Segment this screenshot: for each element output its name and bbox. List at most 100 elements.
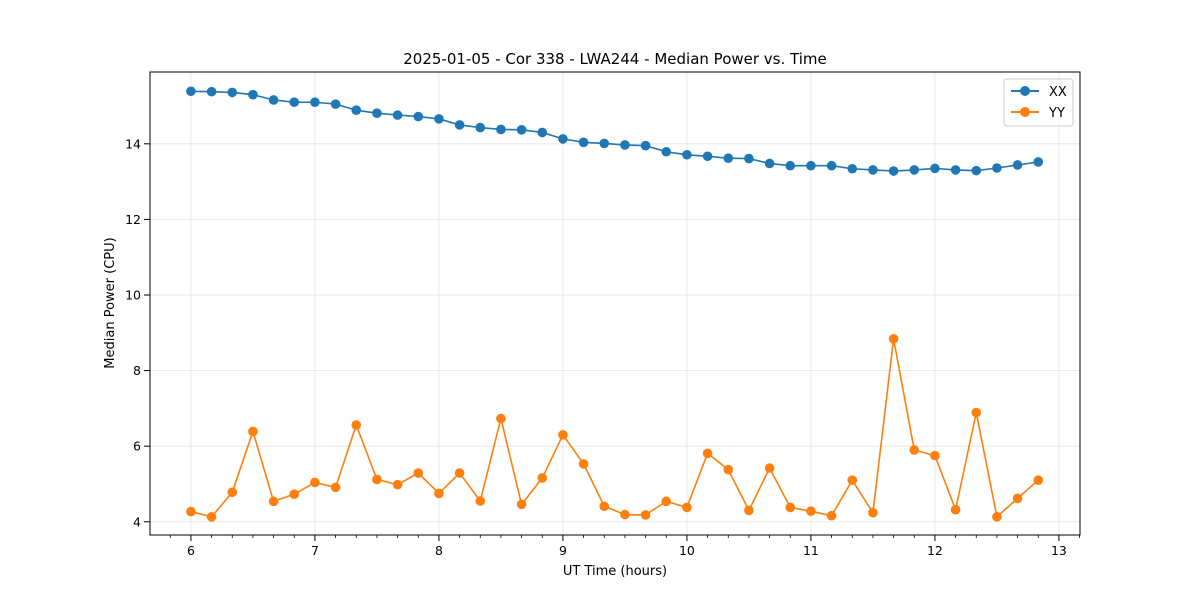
data-point-xx — [744, 153, 754, 164]
axes: 6 7 8 9 10 11 12 13 4 6 8 10 12 14 — [125, 136, 1080, 558]
data-point-xx — [868, 165, 878, 175]
data-point-xx — [702, 151, 713, 162]
x-tick-label: 8 — [435, 543, 443, 558]
y-tick-label: 6 — [133, 439, 141, 454]
data-point-xx — [971, 165, 982, 176]
data-point-yy — [847, 475, 858, 485]
series-layer — [186, 86, 1044, 522]
data-point-xx — [558, 134, 568, 144]
data-point-xx — [909, 165, 920, 175]
legend-label-yy: YY — [1048, 106, 1065, 121]
data-point-yy — [640, 510, 651, 520]
legend: XX YY — [1003, 78, 1074, 127]
data-point-xx — [454, 120, 465, 130]
data-point-xx — [1033, 157, 1044, 167]
data-point-xx — [516, 125, 527, 135]
x-tick-label: 13 — [1051, 543, 1067, 558]
data-point-yy — [909, 445, 920, 455]
data-point-yy — [661, 496, 672, 507]
data-point-yy — [516, 499, 527, 510]
data-point-yy — [930, 450, 940, 461]
data-point-yy — [785, 502, 796, 513]
data-point-xx — [248, 89, 258, 100]
legend-label-xx: XX — [1049, 85, 1067, 100]
data-point-yy — [599, 501, 610, 512]
data-point-yy — [1012, 493, 1023, 504]
data-point-yy — [806, 506, 816, 516]
data-point-xx — [640, 140, 651, 151]
data-point-xx — [785, 160, 796, 171]
chart-title: 2025-01-05 - Cor 338 - LWA244 - Median P… — [403, 50, 827, 68]
data-point-yy — [206, 512, 217, 522]
data-point-yy — [434, 488, 444, 499]
data-point-xx — [992, 163, 1002, 173]
data-point-xx — [950, 165, 961, 175]
data-point-yy — [578, 459, 589, 469]
data-point-xx — [330, 99, 341, 109]
x-tick-label: 12 — [927, 543, 943, 558]
data-point-yy — [537, 473, 548, 483]
y-tick-label: 12 — [125, 212, 141, 227]
data-point-yy — [392, 479, 403, 490]
x-tick-label: 11 — [803, 543, 819, 558]
data-point-xx — [826, 160, 837, 171]
data-point-yy — [268, 496, 279, 507]
data-point-yy — [372, 474, 382, 485]
data-point-xx — [599, 138, 610, 149]
data-point-yy — [744, 505, 754, 516]
x-tick-label: 10 — [679, 543, 695, 558]
data-point-yy — [702, 448, 713, 459]
data-point-yy — [289, 489, 300, 499]
data-point-yy — [186, 506, 196, 517]
data-point-yy — [950, 504, 961, 515]
data-point-yy — [1033, 475, 1044, 485]
data-point-yy — [330, 482, 341, 493]
data-point-yy — [682, 502, 692, 513]
data-point-xx — [413, 111, 424, 122]
data-point-xx — [392, 110, 403, 120]
y-tick-label: 8 — [133, 363, 141, 378]
data-point-yy — [227, 487, 238, 498]
data-point-xx — [496, 124, 506, 135]
data-point-yy — [248, 426, 258, 437]
data-point-xx — [661, 146, 672, 157]
data-point-yy — [413, 468, 424, 478]
data-point-xx — [475, 122, 486, 133]
data-point-xx — [1012, 160, 1023, 170]
data-point-yy — [723, 464, 734, 475]
data-point-yy — [454, 468, 465, 478]
data-point-yy — [764, 463, 775, 473]
y-tick-label: 14 — [125, 136, 141, 151]
data-point-xx — [723, 153, 734, 163]
data-point-xx — [206, 86, 217, 97]
grid — [150, 72, 1080, 535]
data-point-yy — [620, 509, 630, 520]
x-axis-label: UT Time (hours) — [563, 564, 667, 579]
data-point-xx — [434, 114, 444, 124]
data-point-xx — [578, 137, 589, 148]
data-point-yy — [496, 413, 506, 424]
data-point-yy — [868, 507, 878, 518]
data-point-yy — [351, 420, 362, 430]
data-point-yy — [558, 430, 568, 440]
data-point-xx — [227, 87, 238, 98]
data-point-xx — [186, 86, 196, 97]
data-point-xx — [682, 149, 692, 160]
data-point-xx — [310, 97, 320, 108]
data-point-xx — [268, 95, 279, 105]
data-point-xx — [888, 166, 899, 176]
data-point-xx — [351, 105, 362, 115]
data-point-xx — [764, 158, 775, 169]
legend-marker-yy — [1020, 107, 1030, 117]
series-line-yy — [190, 338, 1039, 519]
data-point-xx — [620, 140, 630, 150]
x-tick-label: 6 — [187, 543, 195, 558]
data-point-xx — [537, 127, 548, 138]
data-point-xx — [806, 160, 816, 171]
data-point-yy — [310, 477, 320, 488]
y-axis-label: Median Power (CPU) — [103, 237, 118, 368]
x-tick-label: 9 — [559, 543, 567, 558]
data-point-xx — [930, 163, 940, 174]
data-point-yy — [992, 512, 1002, 522]
data-point-yy — [826, 510, 837, 521]
